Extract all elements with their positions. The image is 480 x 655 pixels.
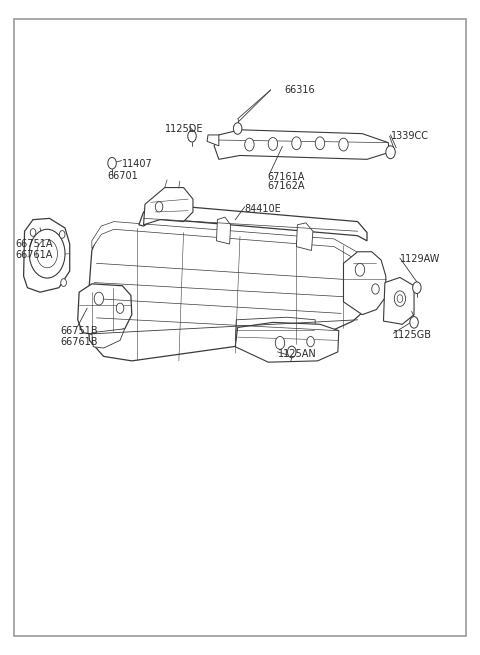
Text: 11407: 11407 — [121, 159, 152, 170]
Text: 1125AN: 1125AN — [277, 350, 316, 360]
Circle shape — [268, 138, 277, 151]
Text: 1125DE: 1125DE — [165, 124, 203, 134]
Text: 1125GB: 1125GB — [393, 330, 432, 340]
Polygon shape — [24, 218, 70, 292]
Circle shape — [410, 316, 418, 328]
Circle shape — [275, 337, 285, 349]
Circle shape — [37, 240, 58, 268]
Circle shape — [413, 282, 421, 293]
Polygon shape — [92, 221, 363, 263]
Circle shape — [29, 229, 65, 278]
Circle shape — [94, 292, 104, 305]
Polygon shape — [297, 223, 313, 250]
Polygon shape — [139, 204, 367, 241]
Text: 66751B: 66751B — [60, 326, 98, 336]
Polygon shape — [216, 217, 230, 244]
Circle shape — [245, 138, 254, 151]
Polygon shape — [144, 187, 193, 225]
Polygon shape — [235, 317, 315, 345]
Text: 66761A: 66761A — [15, 250, 52, 260]
Circle shape — [292, 137, 301, 150]
Text: 66316: 66316 — [285, 85, 315, 95]
Circle shape — [372, 284, 379, 294]
Text: 67161A: 67161A — [267, 172, 305, 181]
Circle shape — [355, 263, 365, 276]
Text: 84410E: 84410E — [245, 204, 281, 214]
Circle shape — [108, 157, 116, 169]
Polygon shape — [78, 284, 132, 335]
Circle shape — [307, 337, 314, 346]
Polygon shape — [384, 278, 414, 324]
Polygon shape — [235, 322, 339, 362]
Polygon shape — [92, 329, 125, 348]
Text: 66761B: 66761B — [60, 337, 98, 346]
Circle shape — [397, 295, 403, 303]
Polygon shape — [87, 223, 376, 361]
Circle shape — [288, 346, 296, 358]
Text: 67162A: 67162A — [267, 181, 305, 191]
Circle shape — [30, 229, 36, 236]
Circle shape — [233, 122, 242, 134]
Text: 66701: 66701 — [108, 171, 138, 181]
Polygon shape — [207, 135, 219, 146]
Text: 66751A: 66751A — [15, 239, 53, 249]
Circle shape — [386, 146, 395, 159]
Circle shape — [315, 137, 324, 150]
Circle shape — [61, 279, 66, 286]
Circle shape — [188, 130, 196, 142]
Polygon shape — [214, 130, 390, 159]
Text: 1339CC: 1339CC — [391, 131, 429, 141]
Text: 1129AW: 1129AW — [400, 254, 440, 265]
Circle shape — [60, 231, 65, 238]
Circle shape — [339, 138, 348, 151]
Polygon shape — [344, 252, 386, 314]
Circle shape — [394, 291, 406, 307]
Circle shape — [156, 202, 163, 212]
Circle shape — [116, 303, 124, 313]
